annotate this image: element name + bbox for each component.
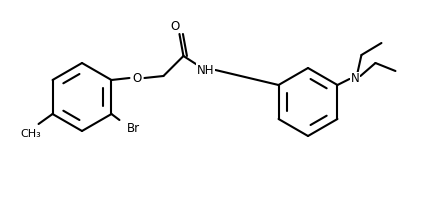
Text: N: N — [351, 73, 360, 85]
Text: O: O — [171, 20, 180, 32]
Text: CH₃: CH₃ — [20, 129, 41, 139]
Text: Br: Br — [127, 121, 140, 134]
Text: O: O — [133, 71, 142, 85]
Text: NH: NH — [197, 64, 214, 77]
